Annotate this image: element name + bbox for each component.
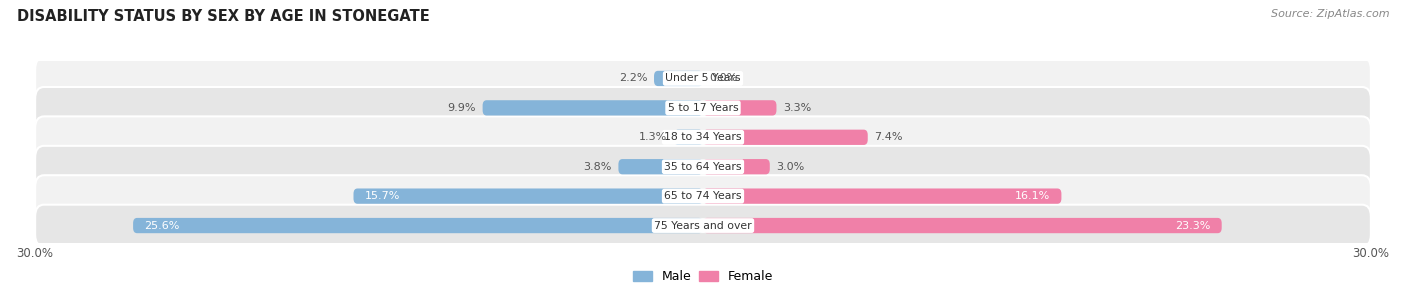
Text: 15.7%: 15.7% bbox=[364, 191, 399, 201]
Text: 7.4%: 7.4% bbox=[875, 132, 903, 142]
FancyBboxPatch shape bbox=[35, 205, 1371, 247]
FancyBboxPatch shape bbox=[482, 100, 703, 116]
Legend: Male, Female: Male, Female bbox=[628, 265, 778, 288]
Text: 23.3%: 23.3% bbox=[1175, 220, 1211, 230]
FancyBboxPatch shape bbox=[35, 146, 1371, 188]
FancyBboxPatch shape bbox=[619, 159, 703, 174]
FancyBboxPatch shape bbox=[703, 188, 1062, 204]
FancyBboxPatch shape bbox=[35, 87, 1371, 129]
Text: 3.0%: 3.0% bbox=[776, 162, 804, 172]
Text: 5 to 17 Years: 5 to 17 Years bbox=[668, 103, 738, 113]
Text: 18 to 34 Years: 18 to 34 Years bbox=[664, 132, 742, 142]
Text: 35 to 64 Years: 35 to 64 Years bbox=[664, 162, 742, 172]
FancyBboxPatch shape bbox=[703, 100, 776, 116]
FancyBboxPatch shape bbox=[35, 57, 1371, 99]
FancyBboxPatch shape bbox=[673, 130, 703, 145]
FancyBboxPatch shape bbox=[134, 218, 703, 233]
FancyBboxPatch shape bbox=[703, 130, 868, 145]
Text: 1.3%: 1.3% bbox=[640, 132, 668, 142]
FancyBboxPatch shape bbox=[353, 188, 703, 204]
Text: 0.0%: 0.0% bbox=[710, 74, 738, 84]
Text: 65 to 74 Years: 65 to 74 Years bbox=[664, 191, 742, 201]
Text: 3.8%: 3.8% bbox=[583, 162, 612, 172]
FancyBboxPatch shape bbox=[35, 116, 1371, 158]
Text: 9.9%: 9.9% bbox=[447, 103, 475, 113]
Text: Under 5 Years: Under 5 Years bbox=[665, 74, 741, 84]
Text: 16.1%: 16.1% bbox=[1015, 191, 1050, 201]
FancyBboxPatch shape bbox=[703, 159, 769, 174]
Text: DISABILITY STATUS BY SEX BY AGE IN STONEGATE: DISABILITY STATUS BY SEX BY AGE IN STONE… bbox=[17, 9, 430, 24]
Text: Source: ZipAtlas.com: Source: ZipAtlas.com bbox=[1271, 9, 1389, 19]
FancyBboxPatch shape bbox=[703, 218, 1222, 233]
FancyBboxPatch shape bbox=[654, 71, 703, 86]
Text: 3.3%: 3.3% bbox=[783, 103, 811, 113]
Text: 2.2%: 2.2% bbox=[619, 74, 647, 84]
FancyBboxPatch shape bbox=[35, 175, 1371, 217]
Text: 25.6%: 25.6% bbox=[145, 220, 180, 230]
Text: 75 Years and over: 75 Years and over bbox=[654, 220, 752, 230]
